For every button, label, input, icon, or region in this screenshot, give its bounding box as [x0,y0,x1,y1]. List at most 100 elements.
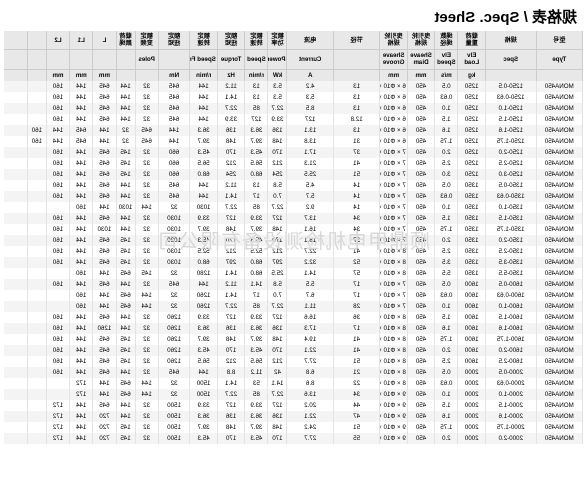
spec-table: 型号规格载荷重量绳数绳径曳引轮规格曳引轮规格节径电流额定功率额定转速额定扭矩额定… [4,31,583,444]
cell: 8.8 [217,367,244,378]
cell: 5.5 [435,268,458,279]
cell: 145 [116,345,135,356]
table-row: MONA4501350-0.513500.54507 × Φ10 × 15144… [4,180,583,191]
cell: 1350-1.5 [485,213,536,224]
cell: 68.0 [190,169,217,180]
cell [4,378,27,389]
cell: 32 [135,400,158,411]
cell: 144 [70,411,93,422]
col-header: r/min [190,69,217,81]
cell: 1600 [458,312,485,323]
cell [4,125,27,136]
cell: 645 [93,169,116,180]
cell: 450 [407,367,434,378]
cell: 6 × Φ10 × 15 [380,81,407,92]
cell: 45.3 [245,235,268,246]
cell: 7 × Φ10 × 15 [380,180,407,191]
cell: 160 [27,136,46,147]
cell: 56.5 [190,158,217,169]
cell: 645 [158,103,190,114]
table-row: MONA4501350-1.7513501.754507 × Φ10 × 153… [4,224,583,235]
cell: 1600 [458,323,485,334]
cell: 160 [46,356,69,367]
col-header [158,50,190,69]
cell: MONA450 [536,114,582,125]
cell: 68.0 [245,257,268,268]
cell: 68.0 [245,268,268,279]
cell: 44 [333,400,379,411]
cell: 39.7 [245,136,268,147]
cell: 13 [333,125,379,136]
cell: 39.7 [245,334,268,345]
cell: 0.63 [435,290,458,301]
cell: 13.1 [287,125,333,136]
cell: 1250-1.6 [485,125,536,136]
cell: 144 [70,257,93,268]
cell: 144 [70,422,93,433]
cell: 212 [268,246,287,257]
cell [4,180,27,191]
col-header: L [93,31,116,50]
col-header: 规格 [485,31,536,50]
cell: 32 [158,389,190,400]
cell: 172 [46,433,69,444]
cell [27,334,46,345]
cell [46,378,69,389]
cell: 1250-0.5 [485,81,536,92]
cell: 144 [70,213,93,224]
cell: 8.6 [287,378,333,389]
cell: 21.3 [287,158,333,169]
cell: 160 [70,301,93,312]
table-row: MONA4502000-0.520000.54508 × Φ10 × 15216… [4,367,583,378]
cell: 450 [407,158,434,169]
cell: 1600-1.6 [485,323,536,334]
cell: 37 [333,235,379,246]
cell: 144 [190,92,217,103]
cell: 32 [135,345,158,356]
cell: 645 [93,180,116,191]
cell: 144 [93,290,116,301]
cell: 127 [217,312,244,323]
col-header [27,69,46,81]
col-header [135,69,158,81]
cell: 144 [93,378,116,389]
cell: 172 [70,378,93,389]
col-header [536,69,582,81]
cell [27,268,46,279]
table-row: MONA4501600-2.516002.54508 × Φ10 × 15512… [4,356,583,367]
cell: 52 [333,257,379,268]
cell [4,389,27,400]
cell: 1250 [458,169,485,180]
cell: 32 [135,191,158,202]
cell: MONA450 [536,213,582,224]
cell [27,180,46,191]
cell: 144 [116,312,135,323]
cell: 1250-1.0 [485,103,536,114]
cell: 136 [217,323,244,334]
cell: 39.7 [245,224,268,235]
cell: 45.3 [190,433,217,444]
cell: 450 [407,411,434,422]
cell: 1600 [458,301,485,312]
cell: 28 [333,301,379,312]
cell: 160 [46,191,69,202]
cell: 22.7 [217,103,244,114]
cell: 1500 [158,422,190,433]
cell: 127 [268,213,287,224]
cell: 45.3 [245,345,268,356]
cell: 1600-0.63 [485,290,536,301]
table-row: MONA4501250-2.012502.04507 × Φ10 × 15371… [4,147,583,158]
cell: 160 [46,103,69,114]
cell: MONA450 [536,279,582,290]
cell: 645 [93,114,116,125]
cell: 160 [46,169,69,180]
cell: MONA450 [536,136,582,147]
cell: 8 × Φ10 × 15 [380,356,407,367]
table-row: MONA4501600-1.516001.54508 × Φ10 × 15361… [4,312,583,323]
cell: 32 [135,411,158,422]
table-row: MONA4501600-0.516000.54507 × Φ10 × 15175… [4,279,583,290]
cell: 1350-5.5 [485,268,536,279]
table-row: MONA4501350-0.6313500.634507 × Φ10 × 151… [4,191,583,202]
cell: 32 [135,81,158,92]
cell: 2000-0.63 [485,378,536,389]
